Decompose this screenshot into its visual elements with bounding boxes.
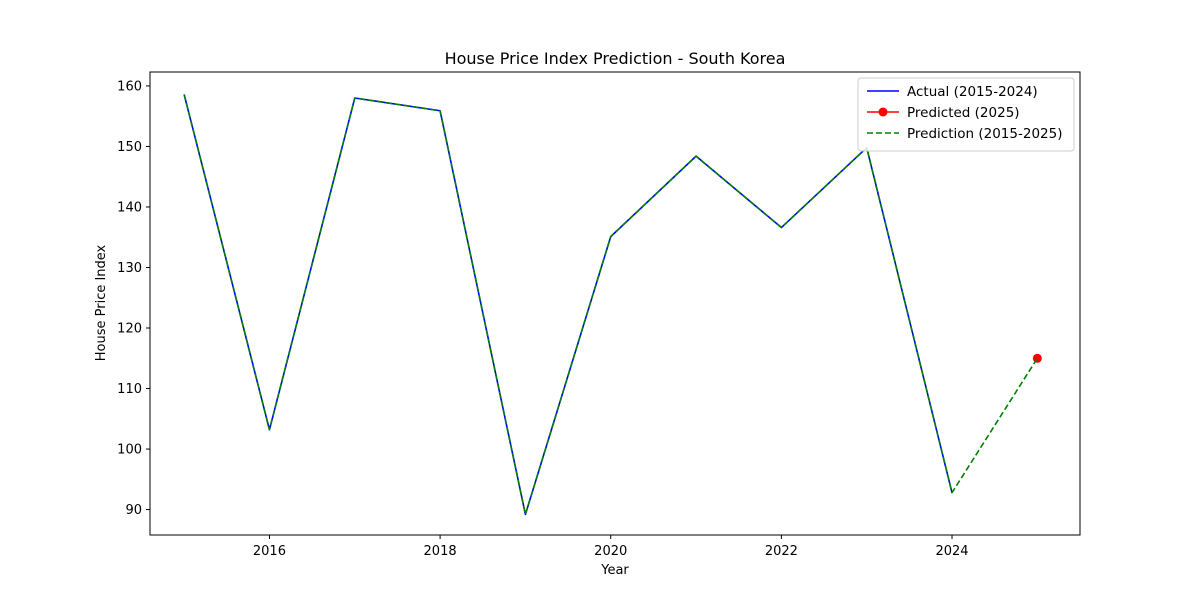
y-tick-label: 110 [117,382,142,397]
legend-entry-label: Predicted (2025) [907,105,1020,121]
legend-entry-label: Prediction (2015-2025) [907,126,1062,142]
x-tick-label: 2020 [594,544,627,559]
x-tick-label: 2016 [253,544,286,559]
x-tick-label: 2018 [424,544,457,559]
x-axis-ticks: 2016 2018 2020 2022 2024 [253,535,969,559]
axes-frame [149,71,1081,536]
y-axis-label: House Price Index [94,244,109,361]
legend-entry-label: Actual (2015-2024) [907,84,1038,100]
x-tick-label: 2022 [765,544,798,559]
legend-box [857,77,1075,152]
y-tick-label: 100 [117,443,142,458]
x-axis-label: Year [600,563,629,578]
series-1-point [1032,353,1042,363]
x-tick-label: 2024 [935,544,968,559]
y-axis-ticks: 90 100 110 120 130 140 150 160 [117,79,150,518]
series-2-line [183,94,1039,516]
y-tick-label: 160 [117,79,142,94]
plot-area [149,71,1081,536]
y-tick-label: 90 [125,503,142,518]
legend-swatch-marker [878,107,888,117]
y-tick-label: 130 [117,261,142,276]
chart-title: House Price Index Prediction - South Kor… [445,49,786,68]
y-tick-label: 140 [117,200,142,215]
y-tick-label: 120 [117,322,142,337]
y-tick-label: 150 [117,140,142,155]
legend: Actual (2015-2024) Predicted (2025) Predic… [857,77,1075,152]
